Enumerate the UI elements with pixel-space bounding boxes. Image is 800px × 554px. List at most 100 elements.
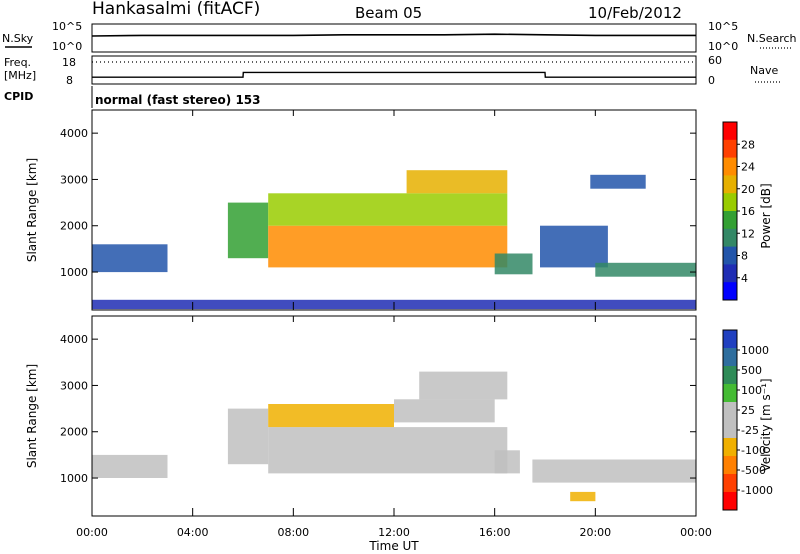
velocity-ylabel: Slant Range [km] <box>25 364 39 468</box>
date-title: 10/Feb/2012 <box>588 4 682 22</box>
nave-tick-bottom: 0 <box>708 74 715 87</box>
x-tick-label: 00:00 <box>680 526 712 539</box>
velocity-colorbar-label: 1000 <box>741 344 769 357</box>
power-colorbar-label: 20 <box>741 183 755 196</box>
nsearch-tick-bottom: 10^0 <box>708 40 738 53</box>
velocity-colorbar-label: 100 <box>741 384 762 397</box>
y-tick-label: 4000 <box>60 127 88 140</box>
velocity-region <box>92 454 168 478</box>
power-colorbar-title: Power [dB] <box>759 183 773 248</box>
cpid-label: CPID <box>4 90 33 103</box>
power-colorbar-swatch <box>723 193 737 212</box>
velocity-region <box>268 404 394 428</box>
power-region <box>268 193 508 226</box>
power-colorbar-swatch <box>723 282 737 301</box>
nave-label: Nave <box>750 64 778 77</box>
power-colorbar-swatch <box>723 139 737 159</box>
power-region <box>540 225 608 268</box>
power-ylabel: Slant Range [km] <box>25 158 39 262</box>
y-tick-label: 1000 <box>60 472 88 485</box>
freq-trace <box>92 71 696 78</box>
velocity-panel: 4000 3000 2000 1000 Slant Range [km] <box>25 315 697 517</box>
velocity-colorbar: 1000 500 100 25 -25 -100 -500 -1000 <box>722 329 773 511</box>
power-colorbar-swatch <box>723 246 737 265</box>
nsky-label: N.Sky <box>2 32 34 45</box>
x-tick-label: 04:00 <box>177 526 209 539</box>
nsky-panel: N.Sky 10^5 10^0 10^5 10^0 N.Search <box>2 20 797 53</box>
freq-panel: Freq. [MHz] 18 8 60 0 Nave <box>4 54 780 87</box>
cpid-text: normal (fast stereo) 153 <box>95 93 261 107</box>
freq-tick-bottom: 8 <box>66 74 73 87</box>
freq-label: Freq. <box>4 56 31 69</box>
velocity-data <box>92 371 696 502</box>
velocity-colorbar-label: -1000 <box>741 484 773 497</box>
power-data <box>92 170 696 310</box>
power-colorbar-swatch <box>723 264 737 283</box>
power-colorbar-label: 4 <box>741 272 748 285</box>
velocity-colorbar-label: 500 <box>741 364 762 377</box>
x-tick-label: 00:00 <box>76 526 108 539</box>
velocity-region <box>419 371 508 400</box>
nsky-tick-top: 10^5 <box>52 20 82 33</box>
x-axis-label: Time UT <box>368 539 419 553</box>
velocity-region <box>532 459 696 483</box>
power-region <box>494 253 533 275</box>
x-tick-label: 12:00 <box>378 526 410 539</box>
velocity-colorbar-title: Velocity [m s⁻¹] <box>759 378 773 471</box>
power-region <box>92 244 168 273</box>
y-tick-label: 2000 <box>60 426 88 439</box>
velocity-region <box>268 427 508 474</box>
x-axis: 00:00 04:00 08:00 12:00 16:00 20:00 00:00 <box>76 110 712 539</box>
power-colorbar-swatch <box>723 175 737 194</box>
x-tick-label: 08:00 <box>277 526 309 539</box>
power-colorbar-label: 24 <box>741 161 755 174</box>
velocity-colorbar-swatch <box>723 330 737 349</box>
nsky-tick-bottom: 10^0 <box>52 40 82 53</box>
y-tick-label: 4000 <box>60 333 88 346</box>
power-region <box>268 225 508 268</box>
power-colorbar-label: 8 <box>741 250 748 263</box>
power-colorbar: 28 24 20 16 12 8 4 <box>722 121 755 301</box>
nave-tick-top: 60 <box>708 54 722 67</box>
velocity-colorbar-swatch <box>723 474 737 493</box>
velocity-colorbar-label: 25 <box>741 404 755 417</box>
velocity-colorbar-swatch <box>723 366 737 385</box>
freq-tick-top: 18 <box>62 56 76 69</box>
power-colorbar-swatch <box>723 228 737 248</box>
power-panel: 4000 3000 2000 1000 Slant Range [km] <box>25 109 697 311</box>
velocity-colorbar-label: -25 <box>741 424 759 437</box>
power-colorbar-swatch <box>723 211 737 230</box>
x-tick-label: 16:00 <box>479 526 511 539</box>
velocity-colorbar-swatch <box>723 492 737 511</box>
y-tick-label: 3000 <box>60 379 88 392</box>
velocity-y-ticks: 4000 3000 2000 1000 <box>60 333 696 485</box>
freq-unit-label: [MHz] <box>4 69 36 82</box>
power-colorbar-swatch <box>723 122 737 141</box>
power-colorbar-label: 28 <box>741 138 755 151</box>
station-title: Hankasalmi (fitACF) <box>92 0 260 19</box>
velocity-region <box>227 408 269 465</box>
nsearch-label: N.Search <box>747 32 797 45</box>
velocity-region <box>570 491 596 502</box>
power-y-ticks: 4000 3000 2000 1000 <box>60 127 696 279</box>
velocity-colorbar-swatch <box>723 420 737 439</box>
y-tick-label: 1000 <box>60 266 88 279</box>
power-colorbar-swatch <box>723 157 737 176</box>
x-tick-label: 20:00 <box>579 526 611 539</box>
velocity-colorbar-swatch <box>723 402 737 421</box>
velocity-colorbar-swatch <box>723 438 737 457</box>
nsearch-tick-top: 10^5 <box>708 20 738 33</box>
beam-title: Beam 05 <box>355 4 422 22</box>
velocity-region <box>394 399 495 423</box>
velocity-colorbar-label: -100 <box>741 444 766 457</box>
power-colorbar-label: 16 <box>741 205 755 218</box>
power-colorbar-label: 12 <box>741 227 755 240</box>
nsky-trace <box>91 33 696 37</box>
velocity-colorbar-swatch <box>723 456 737 475</box>
power-region <box>406 170 508 194</box>
y-tick-label: 2000 <box>60 220 88 233</box>
velocity-region <box>494 450 520 474</box>
power-region <box>590 174 646 189</box>
power-region <box>227 202 269 259</box>
